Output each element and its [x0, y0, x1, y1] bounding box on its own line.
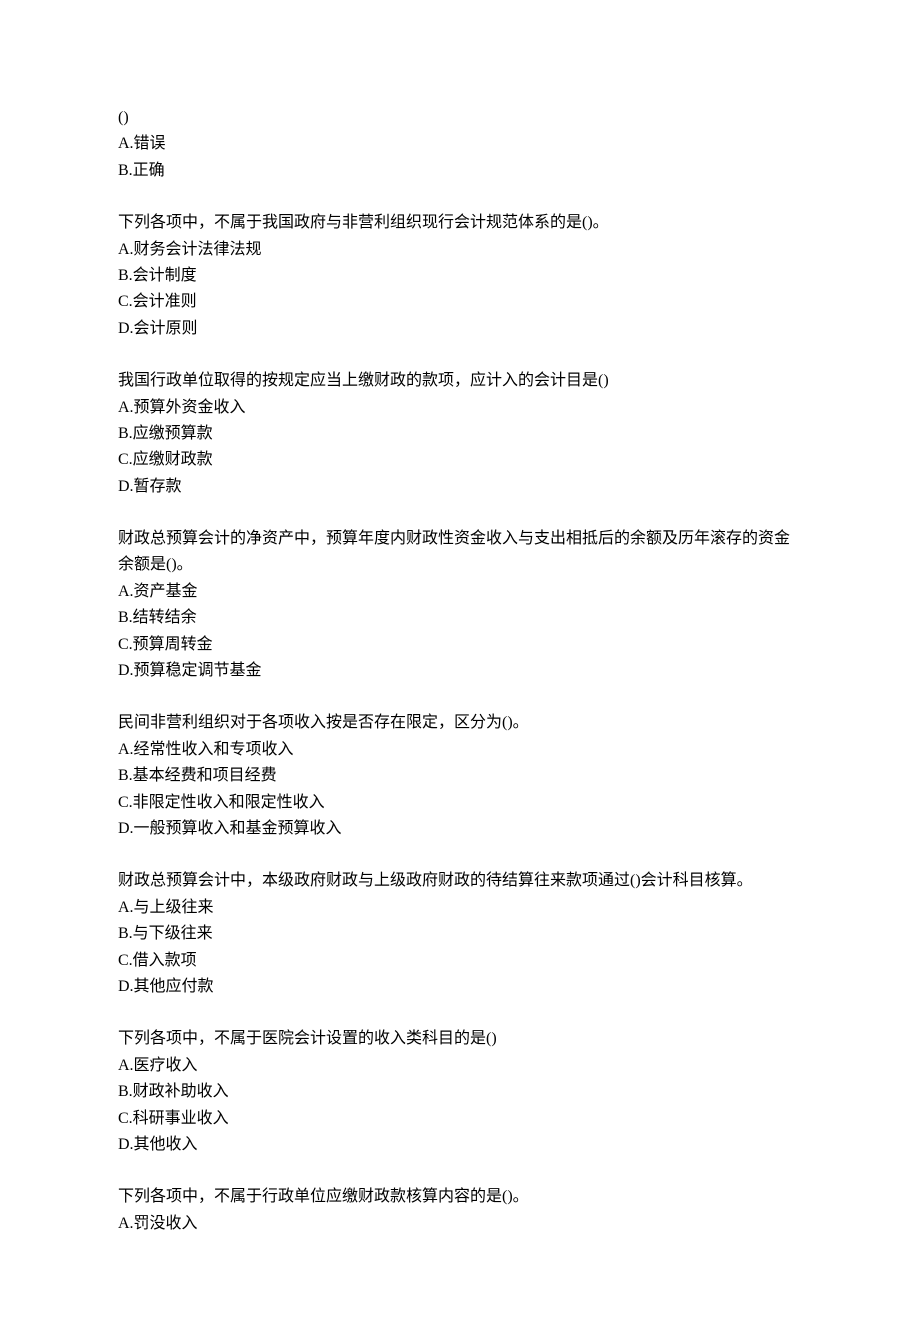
question-block: 下列各项中，不属于我国政府与非营利组织现行会计规范体系的是()。 A.财务会计法… — [118, 210, 802, 342]
question-block: () A.错误 B.正确 — [118, 105, 802, 184]
question-option: A.罚没收入 — [118, 1211, 802, 1237]
question-text: 我国行政单位取得的按规定应当上缴财政的款项，应计入的会计目是() — [118, 368, 802, 394]
question-block: 我国行政单位取得的按规定应当上缴财政的款项，应计入的会计目是() A.预算外资金… — [118, 368, 802, 500]
question-option: B.与下级往来 — [118, 921, 802, 947]
question-option: C.应缴财政款 — [118, 447, 802, 473]
question-block: 财政总预算会计中，本级政府财政与上级政府财政的待结算往来款项通过()会计科目核算… — [118, 868, 802, 1000]
question-option: B.会计制度 — [118, 263, 802, 289]
question-text: () — [118, 105, 802, 131]
question-text: 下列各项中，不属于行政单位应缴财政款核算内容的是()。 — [118, 1184, 802, 1210]
question-block: 下列各项中，不属于医院会计设置的收入类科目的是() A.医疗收入 B.财政补助收… — [118, 1026, 802, 1158]
question-option: B.结转结余 — [118, 605, 802, 631]
question-text: 下列各项中，不属于医院会计设置的收入类科目的是() — [118, 1026, 802, 1052]
question-option: D.会计原则 — [118, 316, 802, 342]
question-option: D.一般预算收入和基金预算收入 — [118, 816, 802, 842]
question-text: 民间非营利组织对于各项收入按是否存在限定，区分为()。 — [118, 710, 802, 736]
question-option: D.其他收入 — [118, 1132, 802, 1158]
question-option: B.财政补助收入 — [118, 1079, 802, 1105]
question-option: B.正确 — [118, 158, 802, 184]
question-option: D.暂存款 — [118, 474, 802, 500]
question-option: B.基本经费和项目经费 — [118, 763, 802, 789]
question-block: 财政总预算会计的净资产中，预算年度内财政性资金收入与支出相抵后的余额及历年滚存的… — [118, 526, 802, 684]
question-option: C.会计准则 — [118, 289, 802, 315]
question-option: A.医疗收入 — [118, 1053, 802, 1079]
question-block: 下列各项中，不属于行政单位应缴财政款核算内容的是()。 A.罚没收入 — [118, 1184, 802, 1237]
document-page: () A.错误 B.正确 下列各项中，不属于我国政府与非营利组织现行会计规范体系… — [0, 0, 920, 1323]
question-option: D.预算稳定调节基金 — [118, 658, 802, 684]
question-option: C.科研事业收入 — [118, 1106, 802, 1132]
question-text: 财政总预算会计的净资产中，预算年度内财政性资金收入与支出相抵后的余额及历年滚存的… — [118, 526, 802, 579]
question-text: 下列各项中，不属于我国政府与非营利组织现行会计规范体系的是()。 — [118, 210, 802, 236]
question-text: 财政总预算会计中，本级政府财政与上级政府财政的待结算往来款项通过()会计科目核算… — [118, 868, 802, 894]
question-option: A.资产基金 — [118, 579, 802, 605]
question-option: A.财务会计法律法规 — [118, 237, 802, 263]
question-option: C.非限定性收入和限定性收入 — [118, 790, 802, 816]
question-option: B.应缴预算款 — [118, 421, 802, 447]
question-option: A.经常性收入和专项收入 — [118, 737, 802, 763]
question-option: A.预算外资金收入 — [118, 395, 802, 421]
question-option: C.借入款项 — [118, 948, 802, 974]
question-block: 民间非营利组织对于各项收入按是否存在限定，区分为()。 A.经常性收入和专项收入… — [118, 710, 802, 842]
question-option: A.错误 — [118, 131, 802, 157]
question-option: C.预算周转金 — [118, 632, 802, 658]
question-option: A.与上级往来 — [118, 895, 802, 921]
question-option: D.其他应付款 — [118, 974, 802, 1000]
